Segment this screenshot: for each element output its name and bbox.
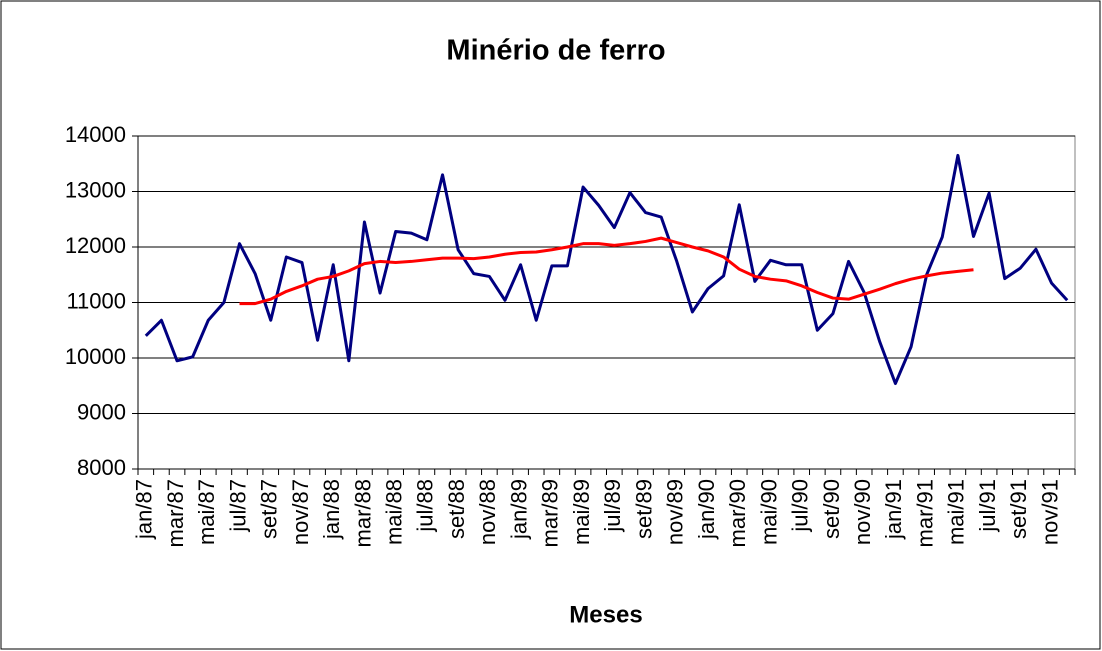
- x-tick-label: set/88: [444, 479, 469, 539]
- y-tick-label: 12000: [65, 233, 126, 258]
- x-tick-label: jan/91: [881, 479, 906, 540]
- y-tick-label: 14000: [65, 122, 126, 147]
- x-tick-label: jan/87: [132, 479, 157, 540]
- x-tick-label: mai/87: [194, 479, 219, 545]
- y-tick-label: 8000: [77, 455, 126, 480]
- y-tick-label: 10000: [65, 344, 126, 369]
- x-tick-label: jul/90: [788, 479, 813, 533]
- x-tick-label: jul/88: [413, 479, 438, 533]
- x-tick-label: mar/89: [538, 479, 563, 547]
- x-tick-label: jan/89: [506, 479, 531, 540]
- x-tick-label: jan/90: [694, 479, 719, 540]
- data-line: [239, 236, 974, 306]
- y-tick-label: 11000: [66, 288, 126, 313]
- x-tick-label: set/90: [819, 479, 844, 539]
- x-tick-label: jul/91: [975, 479, 1000, 533]
- x-tick-label: nov/91: [1037, 479, 1062, 545]
- x-tick-label: jul/89: [600, 479, 625, 533]
- x-tick-label: set/91: [1006, 479, 1031, 539]
- x-tick-label: nov/90: [850, 479, 875, 545]
- y-tick-label: 9000: [77, 399, 126, 424]
- x-tick-label: jan/88: [319, 479, 344, 540]
- x-tick-label: mar/90: [725, 479, 750, 547]
- x-tick-label: mai/88: [381, 479, 406, 545]
- x-tick-label: mai/89: [569, 479, 594, 545]
- x-tick-label: set/89: [631, 479, 656, 539]
- x-tick-label: nov/87: [288, 479, 313, 545]
- x-axis-title: Meses: [569, 601, 642, 628]
- x-tick-label: mar/87: [163, 479, 188, 547]
- x-tick-label: mai/90: [756, 479, 781, 545]
- data-line: [144, 153, 1069, 386]
- y-tick-label: 13000: [65, 177, 126, 202]
- x-tick-label: mai/91: [944, 479, 969, 545]
- x-tick-label: jul/87: [225, 479, 250, 533]
- x-tick-label: set/87: [257, 479, 282, 539]
- x-tick-label: nov/89: [663, 479, 688, 545]
- x-tick-label: mar/88: [350, 479, 375, 547]
- x-tick-label: nov/88: [475, 479, 500, 545]
- chart-title: Minério de ferro: [446, 35, 665, 67]
- x-tick-label: mar/91: [912, 479, 937, 547]
